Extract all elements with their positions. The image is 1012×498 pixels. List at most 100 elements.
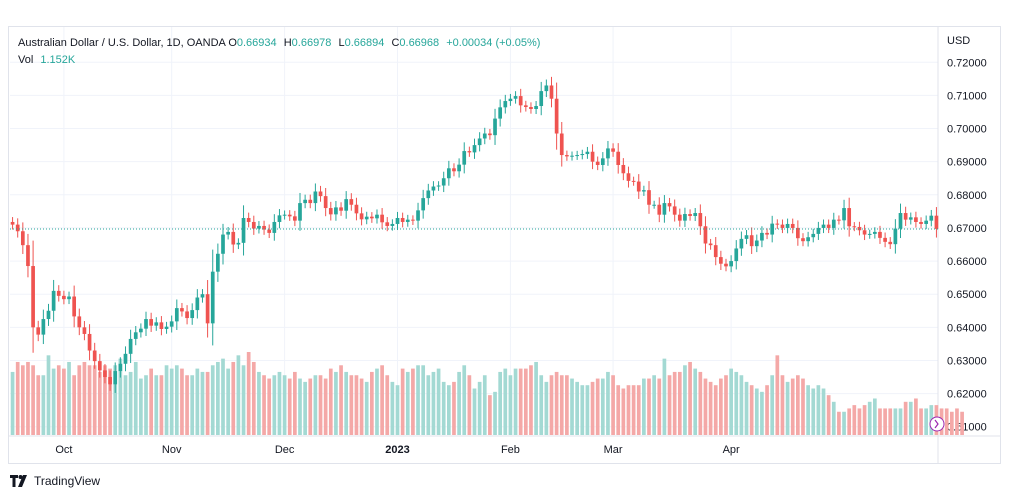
volume-bar [657, 378, 662, 435]
volume-bar [683, 365, 687, 435]
volume-bar [174, 365, 179, 435]
candle-body [118, 363, 123, 372]
candle-body [92, 350, 97, 362]
candle-body [816, 227, 821, 234]
candle-body [210, 271, 215, 324]
volume-bar [503, 368, 508, 435]
candle-body [806, 237, 810, 242]
candle-body [416, 210, 420, 221]
candle-body [898, 213, 903, 229]
x-tick-label: Feb [501, 444, 520, 456]
candle-body [241, 217, 246, 243]
volume-row: Vol 1.152K [18, 52, 544, 69]
candle-body [662, 203, 667, 215]
candle-body [837, 219, 841, 221]
volume-bar [262, 375, 266, 435]
candle-body [231, 231, 236, 245]
candle-body [262, 225, 266, 230]
candle-body [298, 203, 302, 221]
volume-bar [180, 368, 184, 435]
candle-body [503, 101, 508, 108]
volume-bar [72, 375, 77, 435]
volume-bar [236, 355, 241, 435]
volume-bar [559, 375, 564, 435]
y-tick-label: 0.72000 [947, 57, 987, 69]
candle-body [375, 214, 379, 219]
volume-bar [380, 365, 384, 435]
volume-bar [914, 398, 918, 435]
candle-body [529, 107, 533, 109]
volume-bar [775, 355, 780, 435]
volume-bar [688, 361, 692, 435]
candle-body [539, 91, 544, 107]
volume-bar [862, 405, 867, 435]
volume-bar [36, 375, 41, 435]
volume-bar [523, 368, 528, 435]
volume-bar [82, 361, 87, 435]
volume-bar [554, 371, 559, 435]
volume-bar [770, 375, 775, 435]
candle-body [41, 319, 46, 335]
y-tick-label: 0.67000 [947, 223, 987, 235]
volume-bar [411, 368, 415, 435]
candle-body [929, 215, 934, 221]
candle-body [878, 231, 882, 238]
candle-body [195, 297, 200, 311]
close-value: 0.66968 [399, 37, 440, 49]
candle-body [549, 85, 554, 99]
candle-body [642, 190, 646, 192]
candle-body [713, 245, 718, 258]
x-tick-label: Mar [604, 444, 623, 456]
candle-body [446, 168, 451, 179]
volume-bar [462, 365, 467, 435]
candle-body [647, 190, 651, 205]
volume-bar [339, 365, 343, 435]
chart-legend: Australian Dollar / U.S. Dollar, 1D, OAN… [18, 35, 544, 69]
candle-body [108, 377, 112, 385]
volume-bar [883, 408, 887, 435]
volume-bar [544, 381, 549, 435]
volume-bar [41, 375, 46, 435]
candle-body [457, 164, 461, 172]
volume-bar [231, 361, 236, 435]
candle-body [20, 231, 25, 246]
volume-bar [195, 368, 200, 435]
volume-bar [600, 378, 605, 435]
volume-bar [837, 411, 841, 435]
chart-frame [8, 26, 1001, 464]
volume-bar [698, 371, 703, 435]
volume-bar [754, 388, 759, 435]
candle-body [472, 145, 477, 153]
y-tick-label: 0.62000 [947, 389, 987, 401]
tradingview-brand[interactable]: TradingView [10, 472, 100, 490]
low-value: 0.66894 [344, 37, 385, 49]
volume-bar [616, 385, 621, 435]
volume-bar [26, 361, 30, 435]
volume-bar [210, 365, 215, 435]
candle-body [77, 316, 82, 328]
candle-body [631, 180, 636, 182]
candle-body [103, 370, 107, 378]
candle-body [693, 213, 698, 217]
candle-body [380, 214, 384, 223]
candle-body [257, 225, 261, 229]
vol-value: 1.152K [40, 54, 76, 66]
candle-body [436, 185, 441, 187]
volume-bar [10, 371, 15, 435]
volume-bar [719, 378, 723, 435]
volume-bar [92, 365, 97, 435]
volume-bar [529, 365, 533, 435]
volume-bar [139, 378, 143, 435]
volume-bar [636, 385, 641, 435]
volume-bar [334, 371, 338, 435]
volume-bar [811, 388, 816, 435]
candle-body [421, 198, 426, 211]
candle-body [67, 296, 71, 300]
candle-body [72, 296, 77, 317]
candle-body [144, 319, 148, 329]
candle-body [159, 322, 164, 329]
volume-bar [251, 361, 256, 435]
volume-bar [729, 368, 733, 435]
candle-body [328, 208, 333, 215]
